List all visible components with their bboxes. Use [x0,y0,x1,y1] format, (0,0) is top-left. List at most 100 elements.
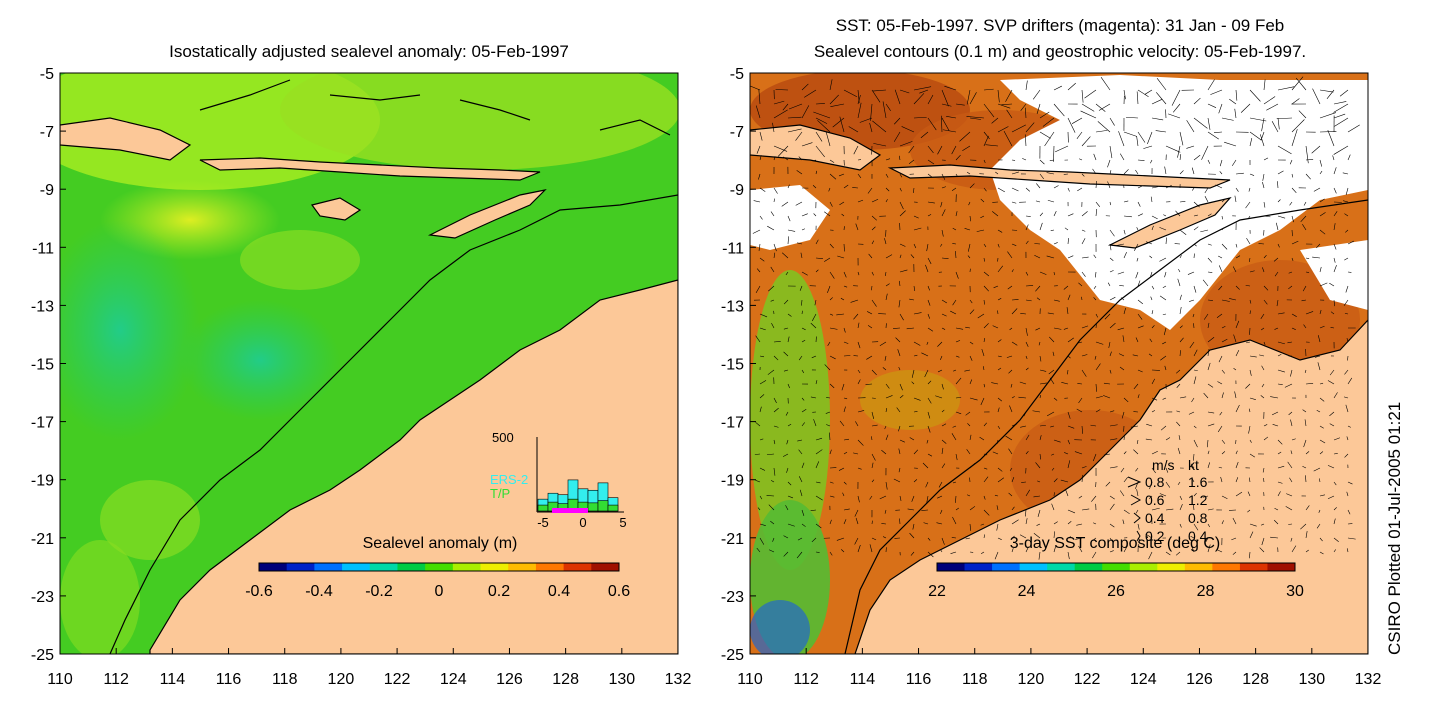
right-colorbar-swatch [1102,563,1131,571]
plot-credit: CSIRO Plotted 01-Jul-2005 01:21 [1385,401,1404,655]
left-x-tick-label: 118 [272,671,298,688]
velocity-key: m/s kt 0.8 1.6 0.6 1.2 0.4 0.8 0.2 0.4 [1127,457,1208,544]
left-y-tick-label: -5 [40,66,54,83]
right-y-tick-label: -21 [721,531,744,548]
left-x-tick-label: 120 [328,671,355,688]
left-colorbar-swatch [314,563,343,571]
left-y-tick-label: -17 [31,415,54,432]
right-colorbar-swatch [937,563,966,571]
right-y-tick-label: -23 [721,589,744,606]
left-y-tick-label: -9 [40,182,54,199]
right-y-tick-label: -11 [722,240,744,257]
right-colorbar-swatch [1157,563,1186,571]
left-x-tick-label: 128 [552,671,579,688]
left-x-tick-label: 126 [496,671,523,688]
left-colorbar: Sealevel anomaly (m) -0.6 -0.4 -0.2 0 0.2 0.4… [245,535,630,600]
sumba-island [310,197,362,221]
right-y-tick-label: -17 [721,415,744,432]
right-colorbar-swatch [1184,563,1213,571]
right-y-tick-label: -19 [721,473,744,490]
histogram-legend-ers2: ERS-2 [490,472,528,487]
java-island [60,117,192,161]
left-map [59,72,679,655]
histogram-legend-tp: T/P [490,486,510,501]
nusa-tenggara-islands [887,164,1231,189]
right-colorbar-tick-label: 22 [928,583,946,600]
histogram-bar-tp [587,502,599,512]
left-colorbar-swatch [508,563,537,571]
right-colorbar-swatch [992,563,1021,571]
left-colorbar-tick-label: -0.2 [365,583,393,600]
right-x-tick-label: 114 [850,671,876,688]
histogram-bar-tp [537,504,549,512]
left-x-tick-label: 122 [384,671,411,688]
velocity-key-arrow [1136,530,1141,542]
histogram-bar-tp [607,504,619,512]
left-colorbar-swatch [452,563,482,571]
left-colorbar-swatch [535,563,565,571]
left-map-title: Isostatically adjusted sealevel anomaly:… [169,42,569,61]
right-y-tick-label: -25 [721,647,744,664]
right-colorbar-tick-label: 24 [1018,583,1036,600]
left-y-tick-label: -15 [31,357,54,374]
right-y-tick-label: -13 [721,298,744,315]
left-colorbar-swatch [563,563,592,571]
left-x-tick-label: 130 [608,671,635,688]
histogram-bar-tp [597,500,609,512]
left-colorbar-tick-label: -0.6 [245,583,273,600]
right-y-tick-label: -5 [730,66,744,83]
right-y-axis: -5 -7 -9 -11 -13 -15 -17 -19 -21 -23 -25 [721,66,756,664]
right-x-tick-label: 110 [737,671,763,688]
right-x-tick-label: 116 [906,671,932,688]
left-x-tick-label: 124 [440,671,467,688]
geostrophic-velocity-vectors [750,76,1360,560]
right-colorbar: 3-day SST composite (deg C) 22 24 26 28 30 [928,535,1304,600]
left-colorbar-swatch [591,563,620,571]
left-x-tick-label: 116 [216,671,242,688]
left-colorbar-swatch [425,563,454,571]
left-y-tick-label: -25 [31,647,54,664]
velocity-key-header-kt: kt [1188,457,1199,473]
right-x-axis: 110 112 114 116 118 120 122 124 126 128 130 132 [737,648,1381,688]
velocity-key-ms: 0.8 [1145,474,1165,490]
right-x-tick-label: 124 [1130,671,1157,688]
left-y-tick-label: -21 [31,531,54,548]
histogram-x-tick-label: 0 [579,515,586,530]
left-y-tick-label: -13 [31,298,54,315]
right-x-tick-label: 132 [1355,671,1382,688]
north-islands [199,79,671,136]
right-colorbar-tick-label: 30 [1286,583,1304,600]
right-x-tick-label: 122 [1074,671,1101,688]
drifter-period-bar [552,508,588,513]
velocity-key-kt: 0.8 [1188,510,1208,526]
right-colorbar-swatch [1129,563,1158,571]
left-colorbar-swatch [397,563,426,571]
shelf-break-contour [844,199,1368,654]
right-colorbar-swatch [964,563,993,571]
timor-island [1107,196,1232,249]
left-colorbar-tick-label: 0.4 [548,583,570,600]
left-colorbar-swatch [286,563,315,571]
left-y-tick-label: -7 [40,124,54,141]
velocity-key-header-ms: m/s [1152,457,1175,473]
australia-land [149,279,678,654]
right-colorbar-swatch [1239,563,1268,571]
left-y-tick-label: -23 [31,589,54,606]
right-x-tick-label: 126 [1186,671,1213,688]
velocity-key-arrow [1127,476,1142,488]
right-colorbar-swatch [1074,563,1103,571]
right-y-tick-label: -7 [730,124,744,141]
histogram-max-label: 500 [492,430,514,445]
right-y-tick-label: -15 [721,357,744,374]
left-x-tick-label: 110 [47,671,73,688]
velocity-key-ms: 0.6 [1145,492,1165,508]
right-x-tick-label: 130 [1298,671,1325,688]
left-colorbar-swatch [259,563,288,571]
shelf-break-contour [109,194,678,654]
velocity-key-arrow [1133,512,1141,524]
right-colorbar-swatch [1267,563,1296,571]
right-colorbar-swatch [1019,563,1048,571]
right-colorbar-label: 3-day SST composite (deg C) [1010,535,1220,552]
left-x-tick-label: 114 [160,671,186,688]
